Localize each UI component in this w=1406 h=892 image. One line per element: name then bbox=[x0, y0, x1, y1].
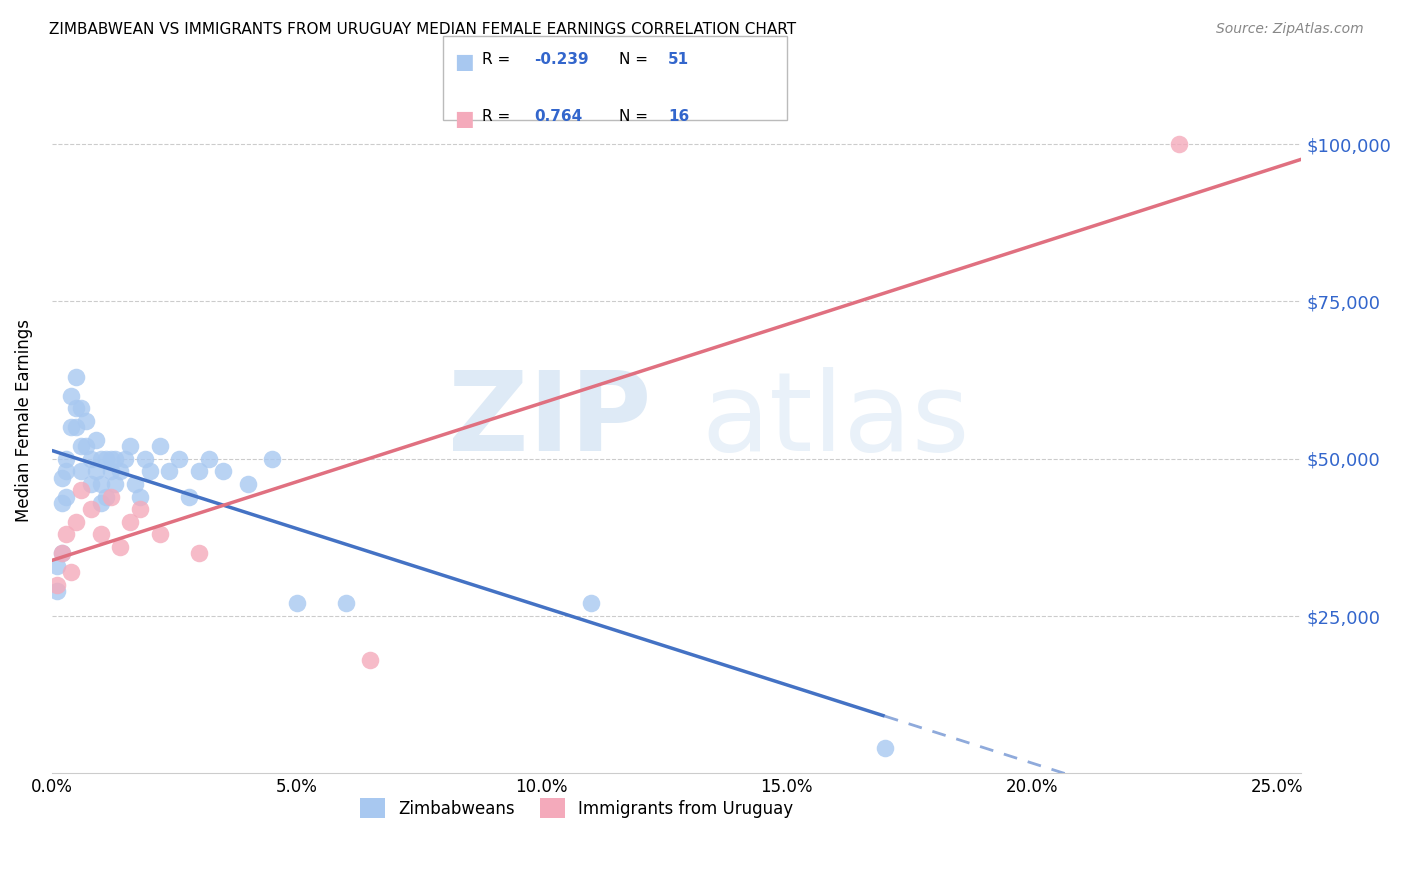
Text: 16: 16 bbox=[668, 109, 689, 124]
Point bbox=[55, 464, 77, 478]
Point bbox=[262, 451, 284, 466]
Text: ZIMBABWEAN VS IMMIGRANTS FROM URUGUAY MEDIAN FEMALE EARNINGS CORRELATION CHART: ZIMBABWEAN VS IMMIGRANTS FROM URUGUAY ME… bbox=[49, 22, 796, 37]
Point bbox=[90, 451, 112, 466]
Point bbox=[104, 451, 127, 466]
Point bbox=[110, 540, 132, 554]
Point bbox=[70, 464, 93, 478]
Point bbox=[80, 451, 103, 466]
Point bbox=[94, 451, 117, 466]
Point bbox=[65, 401, 87, 416]
Text: 51: 51 bbox=[668, 52, 689, 67]
Point bbox=[70, 483, 93, 498]
Point bbox=[51, 470, 73, 484]
Text: 0.764: 0.764 bbox=[534, 109, 582, 124]
Point bbox=[177, 490, 200, 504]
Point bbox=[65, 515, 87, 529]
Point bbox=[139, 464, 162, 478]
Point bbox=[129, 502, 152, 516]
Point bbox=[80, 502, 103, 516]
Point bbox=[55, 451, 77, 466]
Point bbox=[100, 464, 122, 478]
Text: ZIP: ZIP bbox=[449, 368, 651, 475]
Text: -0.239: -0.239 bbox=[534, 52, 589, 67]
Text: R =: R = bbox=[482, 52, 510, 67]
Point bbox=[80, 477, 103, 491]
Point bbox=[579, 597, 602, 611]
Point bbox=[65, 370, 87, 384]
Point bbox=[236, 477, 259, 491]
Point bbox=[212, 464, 235, 478]
Point bbox=[84, 433, 107, 447]
Point bbox=[110, 464, 132, 478]
Point bbox=[148, 439, 170, 453]
Point bbox=[45, 558, 67, 573]
Point bbox=[60, 565, 83, 579]
Point bbox=[100, 490, 122, 504]
Point bbox=[359, 653, 381, 667]
Text: N =: N = bbox=[619, 52, 648, 67]
Text: ■: ■ bbox=[454, 52, 474, 71]
Point bbox=[84, 464, 107, 478]
Point bbox=[134, 451, 156, 466]
Point bbox=[1167, 136, 1189, 151]
Point bbox=[90, 477, 112, 491]
Point bbox=[114, 451, 136, 466]
Point bbox=[70, 439, 93, 453]
Point bbox=[104, 477, 127, 491]
Point bbox=[45, 583, 67, 598]
Text: Source: ZipAtlas.com: Source: ZipAtlas.com bbox=[1216, 22, 1364, 37]
Point bbox=[75, 414, 97, 428]
Text: R =: R = bbox=[482, 109, 510, 124]
Point bbox=[60, 389, 83, 403]
Point bbox=[335, 597, 357, 611]
Point bbox=[51, 546, 73, 560]
Text: ■: ■ bbox=[454, 109, 474, 128]
Point bbox=[187, 546, 209, 560]
Point bbox=[55, 490, 77, 504]
Text: N =: N = bbox=[619, 109, 648, 124]
Point bbox=[197, 451, 219, 466]
Point bbox=[120, 439, 142, 453]
Point bbox=[873, 741, 896, 756]
Point bbox=[148, 527, 170, 541]
Point bbox=[65, 420, 87, 434]
Point bbox=[285, 597, 308, 611]
Point bbox=[51, 546, 73, 560]
Point bbox=[75, 439, 97, 453]
Point bbox=[60, 420, 83, 434]
Y-axis label: Median Female Earnings: Median Female Earnings bbox=[15, 319, 32, 523]
Point bbox=[94, 490, 117, 504]
Point bbox=[124, 477, 146, 491]
Point bbox=[90, 527, 112, 541]
Point bbox=[51, 496, 73, 510]
Point bbox=[157, 464, 180, 478]
Point bbox=[167, 451, 190, 466]
Point bbox=[187, 464, 209, 478]
Text: atlas: atlas bbox=[702, 368, 970, 475]
Point bbox=[120, 515, 142, 529]
Point bbox=[70, 401, 93, 416]
Legend: Zimbabweans, Immigrants from Uruguay: Zimbabweans, Immigrants from Uruguay bbox=[353, 791, 800, 825]
Point bbox=[100, 451, 122, 466]
Point bbox=[45, 577, 67, 591]
Point bbox=[90, 496, 112, 510]
Point bbox=[129, 490, 152, 504]
Point bbox=[55, 527, 77, 541]
